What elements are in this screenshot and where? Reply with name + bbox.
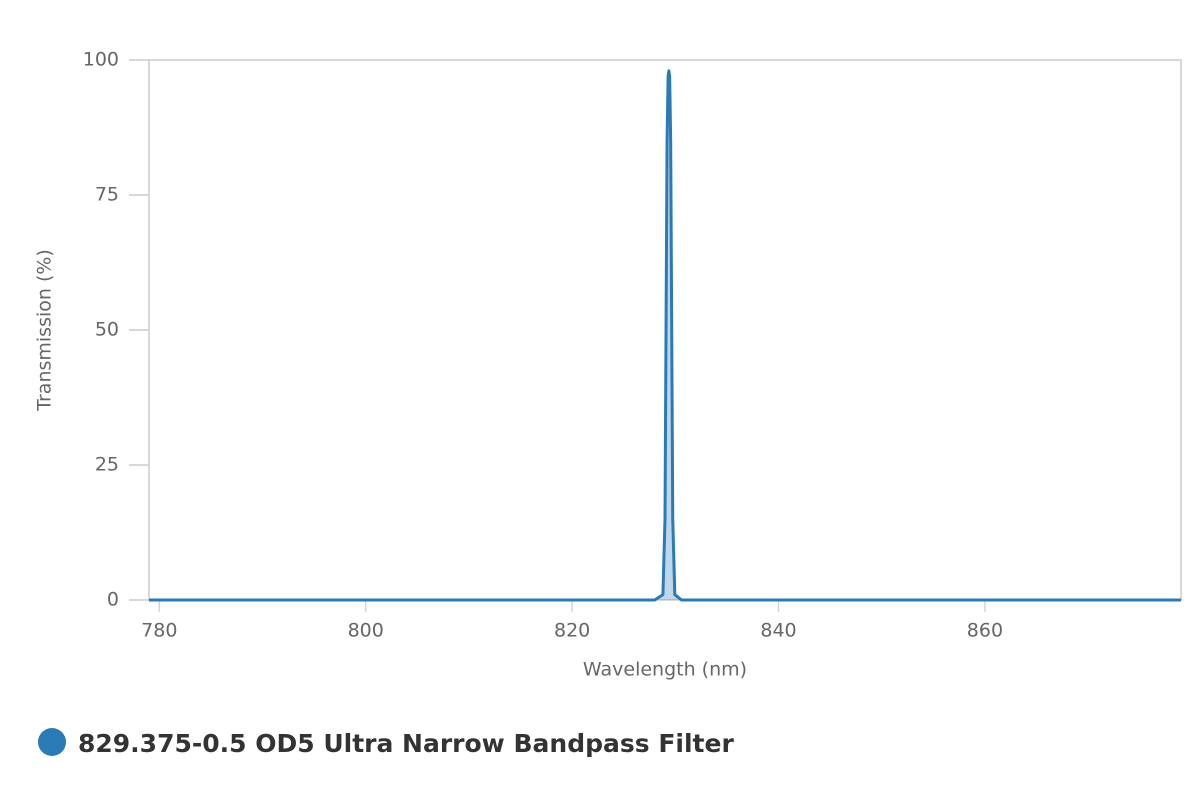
x-tick-label: 860 bbox=[967, 620, 1003, 642]
y-tick-label: 100 bbox=[83, 49, 119, 71]
x-tick-label: 820 bbox=[554, 620, 590, 642]
legend-label: 829.375-0.5 OD5 Ultra Narrow Bandpass Fi… bbox=[78, 729, 734, 758]
x-tick-label: 840 bbox=[760, 620, 796, 642]
y-tick-label: 25 bbox=[95, 454, 119, 476]
y-axis-label: Transmission (%) bbox=[34, 249, 56, 412]
series-line bbox=[149, 69, 1181, 602]
legend-marker bbox=[38, 728, 66, 756]
y-tick-label: 75 bbox=[95, 184, 119, 206]
y-tick-label: 0 bbox=[107, 589, 119, 611]
x-tick-label: 780 bbox=[141, 620, 177, 642]
x-axis-label: Wavelength (nm) bbox=[583, 659, 747, 681]
y-tick-label: 50 bbox=[95, 319, 119, 341]
x-tick-label: 800 bbox=[348, 620, 384, 642]
